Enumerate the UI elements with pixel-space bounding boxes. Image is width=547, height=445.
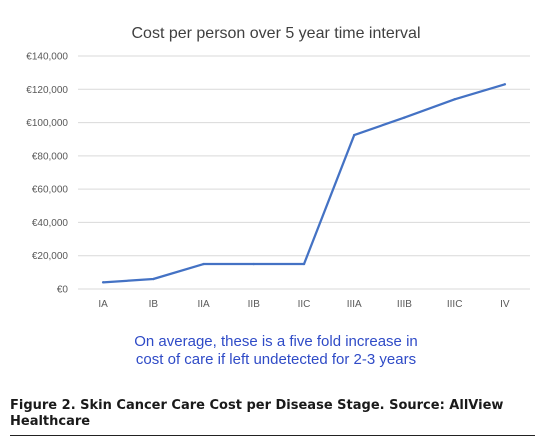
annotation-line-2: cost of care if left undetected for 2-3 … <box>136 351 416 368</box>
y-tick-label: €0 <box>57 285 69 296</box>
data-point <box>101 281 105 284</box>
y-tick-label: €60,000 <box>32 185 69 196</box>
x-axis-ticks: IA IB IIA IIB IIC IIIA IIIB IIIC IV <box>98 299 510 310</box>
figure-caption: Figure 2. Skin Cancer Care Cost per Dise… <box>10 398 504 429</box>
x-tick-label: IA <box>98 299 108 310</box>
data-point <box>453 98 456 101</box>
y-tick-label: €80,000 <box>32 151 69 162</box>
x-tick-label: IIIA <box>347 299 362 310</box>
x-tick-label: IIA <box>197 299 210 310</box>
data-point <box>503 83 507 86</box>
x-tick-label: IIIB <box>397 299 412 310</box>
gridlines <box>78 55 530 290</box>
y-tick-label: €100,000 <box>26 118 68 129</box>
data-point <box>152 277 155 281</box>
caption-rule <box>10 435 535 436</box>
series-group <box>101 83 507 284</box>
data-point <box>252 262 255 266</box>
data-point <box>202 262 205 266</box>
series-line <box>103 83 506 284</box>
y-tick-label: €120,000 <box>26 85 68 96</box>
x-tick-label: IIC <box>298 299 311 310</box>
line-chart: Cost per person over 5 year time interva… <box>26 25 530 368</box>
y-tick-label: €20,000 <box>32 251 69 262</box>
x-tick-label: IIIC <box>447 299 463 310</box>
data-point <box>353 133 356 137</box>
y-tick-label: €40,000 <box>32 218 69 229</box>
y-axis-ticks: €0 €20,000 €40,000 €60,000 €80,000 €100,000 €1… <box>26 52 68 296</box>
x-tick-label: IB <box>149 299 159 310</box>
x-tick-label: IV <box>500 299 510 310</box>
data-point <box>403 116 406 119</box>
annotation-line-1: On average, these is a five fold increas… <box>134 333 418 350</box>
x-tick-label: IIB <box>248 299 261 310</box>
chart-title: Cost per person over 5 year time interva… <box>131 25 420 42</box>
data-point <box>302 262 306 266</box>
y-tick-label: €140,000 <box>26 52 68 63</box>
